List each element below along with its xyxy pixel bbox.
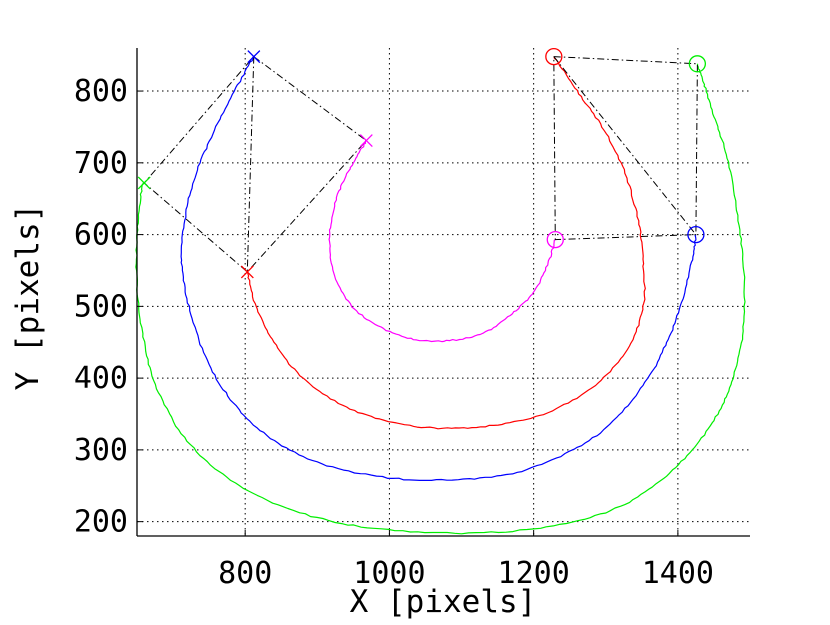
green-o-marker — [688, 55, 707, 73]
magenta-x-marker — [359, 134, 373, 148]
red-x-marker — [240, 265, 254, 279]
x-marker-stroke — [247, 50, 261, 64]
dash-dot-connector — [553, 56, 697, 235]
plot-series — [135, 55, 746, 535]
x-tick-label: 800 — [218, 556, 272, 591]
blue-o-marker — [687, 225, 705, 244]
y-tick-label: 700 — [74, 146, 128, 181]
red-o-marker — [545, 47, 563, 66]
x-marker-stroke — [240, 265, 254, 279]
y-tick-label: 200 — [74, 505, 128, 540]
x-axis-label: X [pixels] — [350, 584, 537, 620]
tick-labels: 800 1000 1200 1400 200 300 400 500 600 700 800 — [74, 74, 714, 591]
y-tick-label: 800 — [74, 74, 128, 109]
blue-series-line — [180, 55, 697, 481]
y-tick-label: 500 — [74, 289, 128, 324]
x-tick-label: 1000 — [353, 556, 425, 591]
blue-x-marker — [247, 50, 261, 64]
green-x-marker — [137, 176, 151, 190]
axes — [136, 48, 750, 537]
plot-markers — [137, 47, 707, 279]
magenta-o-marker — [546, 230, 564, 249]
grid-lines — [137, 48, 750, 536]
dash-dot-connector — [143, 56, 368, 273]
x-marker-stroke — [359, 134, 373, 148]
x-marker-stroke — [137, 176, 151, 190]
green-series-line — [135, 63, 746, 535]
x-tick-label: 1200 — [498, 556, 570, 591]
red-series-line — [246, 56, 646, 430]
y-axis-label: Y [pixels] — [10, 204, 46, 391]
y-tick-label: 600 — [74, 218, 128, 253]
y-tick-label: 400 — [74, 361, 128, 396]
y-tick-label: 300 — [74, 433, 128, 468]
magenta-series-line — [328, 140, 556, 343]
dash-dot-connector — [246, 56, 255, 272]
x-tick-label: 1400 — [642, 556, 714, 591]
